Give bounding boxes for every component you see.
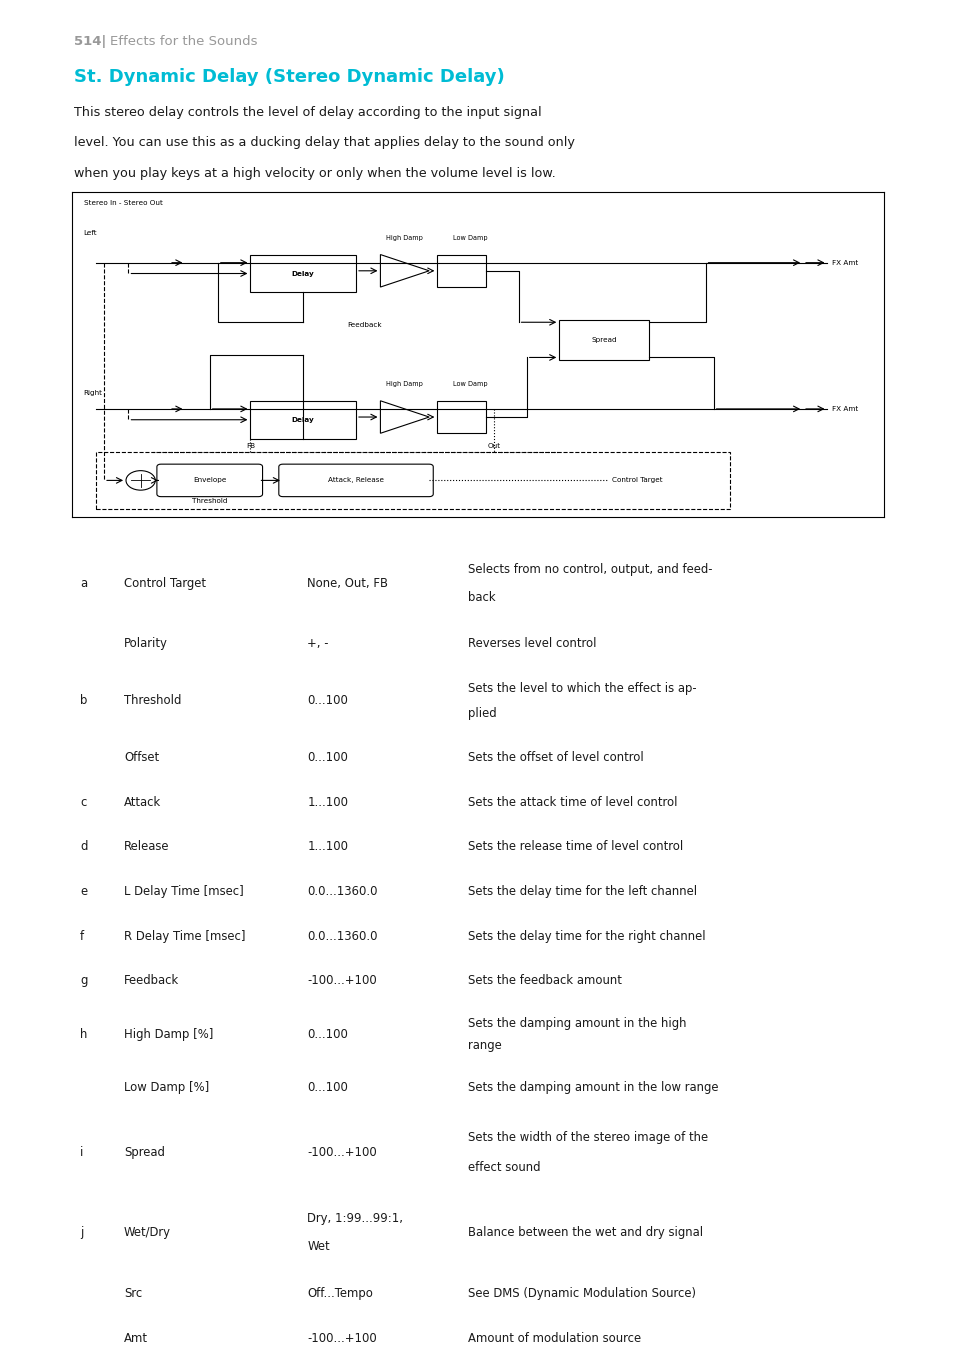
- Text: -100...+100: -100...+100: [307, 1145, 376, 1159]
- Text: Wet: Wet: [307, 1240, 330, 1254]
- Text: High Damp: High Damp: [386, 382, 423, 387]
- Text: None, Out, FB: None, Out, FB: [307, 577, 388, 590]
- FancyBboxPatch shape: [558, 320, 648, 360]
- Text: Spread: Spread: [591, 337, 616, 343]
- Text: level. You can use this as a ducking delay that applies delay to the sound only: level. You can use this as a ducking del…: [74, 135, 575, 149]
- Text: 0...100: 0...100: [307, 1028, 348, 1041]
- Text: 1...100: 1...100: [307, 841, 348, 853]
- Text: 0...100: 0...100: [307, 695, 348, 707]
- Text: Delay: Delay: [292, 417, 314, 422]
- Text: when you play keys at a high velocity or only when the volume level is low.: when you play keys at a high velocity or…: [74, 167, 556, 180]
- Text: Feedback: Feedback: [124, 975, 179, 987]
- Text: St. Dynamic Delay (Stereo Dynamic Delay): St. Dynamic Delay (Stereo Dynamic Delay): [74, 68, 505, 85]
- Text: 514|: 514|: [74, 35, 107, 49]
- Text: d: d: [80, 841, 88, 853]
- Text: High Damp [%]: High Damp [%]: [124, 1028, 213, 1041]
- Text: Left: Left: [84, 230, 97, 236]
- Text: 0.0...1360.0: 0.0...1360.0: [307, 886, 377, 898]
- Text: FX Amt: FX Amt: [831, 260, 857, 265]
- Text: Amount of modulation source: Amount of modulation source: [468, 1332, 640, 1345]
- Polygon shape: [380, 255, 429, 287]
- Text: Dry, 1:99...99:1,: Dry, 1:99...99:1,: [307, 1212, 403, 1225]
- Text: g: g: [80, 975, 88, 987]
- Text: Wet/Dry: Wet/Dry: [124, 1227, 171, 1239]
- Text: Polarity: Polarity: [124, 638, 168, 650]
- Text: f: f: [80, 930, 84, 942]
- Text: Control Target: Control Target: [612, 478, 662, 483]
- Text: -100...+100: -100...+100: [307, 975, 376, 987]
- Text: Threshold: Threshold: [192, 498, 227, 504]
- Text: Sets the delay time for the right channel: Sets the delay time for the right channe…: [468, 930, 705, 942]
- Text: FX Amt: FX Amt: [831, 406, 857, 412]
- Text: Right: Right: [84, 390, 103, 395]
- Text: This stereo delay controls the level of delay according to the input signal: This stereo delay controls the level of …: [74, 106, 541, 119]
- Text: See DMS (Dynamic Modulation Source): See DMS (Dynamic Modulation Source): [468, 1288, 696, 1300]
- Text: 0.0...1360.0: 0.0...1360.0: [307, 930, 377, 942]
- Text: j: j: [80, 1227, 84, 1239]
- Text: Out: Out: [487, 443, 500, 450]
- Text: Threshold: Threshold: [124, 695, 181, 707]
- Text: Low Damp: Low Damp: [452, 382, 487, 387]
- Text: back: back: [468, 590, 496, 604]
- Text: Selects from no control, output, and feed-: Selects from no control, output, and fee…: [468, 563, 712, 577]
- Text: Low Damp: Low Damp: [452, 236, 487, 241]
- Text: Amt: Amt: [124, 1332, 148, 1345]
- Text: Sets the width of the stereo image of the: Sets the width of the stereo image of th…: [468, 1131, 708, 1144]
- Text: 0...100: 0...100: [307, 751, 348, 764]
- Text: Spread: Spread: [124, 1145, 165, 1159]
- Text: Low Damp [%]: Low Damp [%]: [124, 1082, 209, 1094]
- Text: Effects for the Sounds: Effects for the Sounds: [110, 35, 257, 49]
- Text: Sets the level to which the effect is ap-: Sets the level to which the effect is ap…: [468, 682, 697, 695]
- Text: Attack: Attack: [124, 796, 161, 808]
- Text: i: i: [80, 1145, 84, 1159]
- FancyBboxPatch shape: [250, 255, 355, 292]
- Text: c: c: [80, 796, 87, 808]
- FancyBboxPatch shape: [436, 401, 486, 433]
- Text: Reverses level control: Reverses level control: [468, 638, 597, 650]
- Text: Src: Src: [124, 1288, 142, 1300]
- Text: -100...+100: -100...+100: [307, 1332, 376, 1345]
- Text: Sets the release time of level control: Sets the release time of level control: [468, 841, 683, 853]
- Text: 1...100: 1...100: [307, 796, 348, 808]
- Text: R Delay Time [msec]: R Delay Time [msec]: [124, 930, 245, 942]
- Text: Sets the delay time for the left channel: Sets the delay time for the left channel: [468, 886, 697, 898]
- Circle shape: [126, 471, 155, 490]
- Text: Delay: Delay: [292, 271, 314, 276]
- Text: Sets the offset of level control: Sets the offset of level control: [468, 751, 643, 764]
- Text: Sets the feedback amount: Sets the feedback amount: [468, 975, 621, 987]
- Text: Feedback: Feedback: [347, 322, 381, 328]
- FancyBboxPatch shape: [278, 464, 433, 497]
- Text: b: b: [80, 695, 88, 707]
- Text: effect sound: effect sound: [468, 1160, 540, 1174]
- Text: FB: FB: [246, 443, 254, 450]
- Text: L Delay Time [msec]: L Delay Time [msec]: [124, 886, 244, 898]
- Text: Control Target: Control Target: [124, 577, 206, 590]
- Text: Offset: Offset: [124, 751, 159, 764]
- Text: Balance between the wet and dry signal: Balance between the wet and dry signal: [468, 1227, 702, 1239]
- Text: High Damp: High Damp: [386, 236, 423, 241]
- Text: a: a: [80, 577, 87, 590]
- Polygon shape: [380, 401, 429, 433]
- Text: Attack, Release: Attack, Release: [328, 478, 384, 483]
- Text: +, -: +, -: [307, 638, 329, 650]
- Text: Release: Release: [124, 841, 170, 853]
- FancyBboxPatch shape: [156, 464, 262, 497]
- Text: Sets the damping amount in the low range: Sets the damping amount in the low range: [468, 1082, 719, 1094]
- Text: Stereo In - Stereo Out: Stereo In - Stereo Out: [84, 200, 162, 206]
- Text: e: e: [80, 886, 87, 898]
- FancyBboxPatch shape: [436, 255, 486, 287]
- Text: 0...100: 0...100: [307, 1082, 348, 1094]
- Text: Sets the attack time of level control: Sets the attack time of level control: [468, 796, 678, 808]
- Text: Sets the damping amount in the high: Sets the damping amount in the high: [468, 1017, 686, 1030]
- Text: h: h: [80, 1028, 88, 1041]
- FancyBboxPatch shape: [250, 401, 355, 439]
- Text: plied: plied: [468, 707, 497, 719]
- Text: Envelope: Envelope: [193, 478, 226, 483]
- Text: range: range: [468, 1039, 501, 1052]
- Text: Off...Tempo: Off...Tempo: [307, 1288, 373, 1300]
